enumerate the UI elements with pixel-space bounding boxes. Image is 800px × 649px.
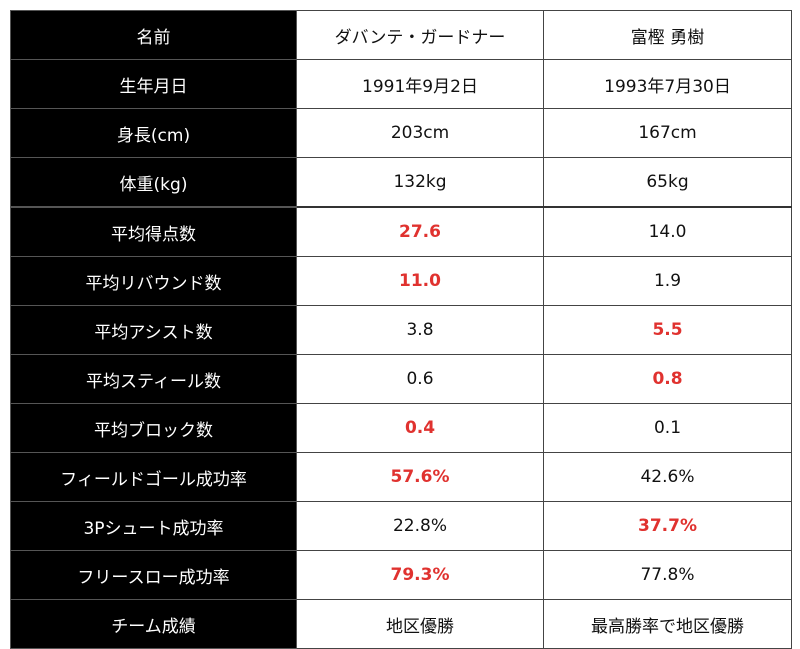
player2-value: 0.1 — [543, 403, 792, 453]
player2-value: 65kg — [543, 157, 792, 208]
player2-value: 37.7% — [543, 501, 792, 551]
player1-value: 79.3% — [296, 550, 544, 600]
player2-value: 最高勝率で地区優勝 — [543, 599, 792, 649]
player2-value: 77.8% — [543, 550, 792, 600]
table-row: 体重(kg) 132kg 65kg — [10, 157, 792, 208]
table-row: 平均リバウンド数 11.0 1.9 — [10, 256, 792, 306]
player2-value: 1.9 — [543, 256, 792, 306]
player1-value: 3.8 — [296, 305, 544, 355]
table-row: 3Pシュート成功率 22.8% 37.7% — [10, 501, 792, 551]
table-row: 生年月日 1991年9月2日 1993年7月30日 — [10, 59, 792, 109]
player2-value: 0.8 — [543, 354, 792, 404]
player1-value: 1991年9月2日 — [296, 59, 544, 109]
player2-value: 167cm — [543, 108, 792, 158]
table-row: 平均ブロック数 0.4 0.1 — [10, 403, 792, 453]
table-row: フィールドゴール成功率 57.6% 42.6% — [10, 452, 792, 502]
player1-value: 57.6% — [296, 452, 544, 502]
table-row: 平均スティール数 0.6 0.8 — [10, 354, 792, 404]
row-label: 平均ブロック数 — [10, 403, 297, 453]
player1-name: ダバンテ・ガードナー — [296, 10, 544, 60]
row-label: 3Pシュート成功率 — [10, 501, 297, 551]
player1-value: 0.6 — [296, 354, 544, 404]
table-row: 身長(cm) 203cm 167cm — [10, 108, 792, 158]
row-label: チーム成績 — [10, 599, 297, 649]
row-label: 体重(kg) — [10, 157, 297, 208]
player2-value: 1993年7月30日 — [543, 59, 792, 109]
comparison-table: 名前 ダバンテ・ガードナー 富樫 勇樹 生年月日 1991年9月2日 1993年… — [10, 10, 792, 649]
header-label: 名前 — [10, 10, 297, 60]
player2-value: 42.6% — [543, 452, 792, 502]
row-label: フリースロー成功率 — [10, 550, 297, 600]
row-label: 平均アシスト数 — [10, 305, 297, 355]
player1-value: 132kg — [296, 157, 544, 208]
player1-value: 11.0 — [296, 256, 544, 306]
player1-value: 地区優勝 — [296, 599, 544, 649]
table-row: 平均アシスト数 3.8 5.5 — [10, 305, 792, 355]
row-label: 平均得点数 — [10, 206, 297, 257]
player1-value: 203cm — [296, 108, 544, 158]
row-label: 身長(cm) — [10, 108, 297, 158]
player2-value: 5.5 — [543, 305, 792, 355]
table-row: フリースロー成功率 79.3% 77.8% — [10, 550, 792, 600]
player1-value: 27.6 — [296, 206, 544, 257]
player2-name: 富樫 勇樹 — [543, 10, 792, 60]
row-label: 平均スティール数 — [10, 354, 297, 404]
player2-value: 14.0 — [543, 206, 792, 257]
player1-value: 22.8% — [296, 501, 544, 551]
header-row: 名前 ダバンテ・ガードナー 富樫 勇樹 — [10, 10, 792, 60]
player1-value: 0.4 — [296, 403, 544, 453]
row-label: フィールドゴール成功率 — [10, 452, 297, 502]
table-row: チーム成績 地区優勝 最高勝率で地区優勝 — [10, 599, 792, 649]
row-label: 生年月日 — [10, 59, 297, 109]
row-label: 平均リバウンド数 — [10, 256, 297, 306]
table-row: 平均得点数 27.6 14.0 — [10, 206, 792, 257]
